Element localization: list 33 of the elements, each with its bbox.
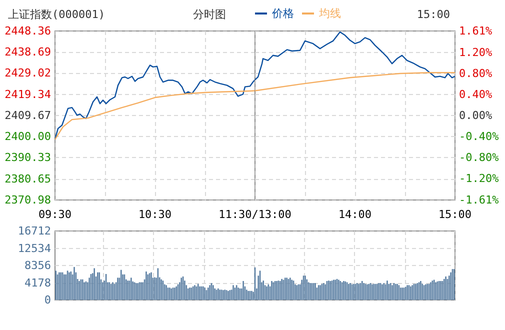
- y-tick-label: 2438.69: [4, 46, 51, 59]
- text: -0.80%: [459, 150, 499, 164]
- y-tick-label: 4178: [24, 276, 51, 290]
- y-tick-label: 8356: [24, 259, 51, 272]
- text: -0.40%: [459, 130, 499, 143]
- text: 0.00%: [459, 109, 492, 122]
- x-tick-label: 14:00: [338, 208, 372, 221]
- text: -1.61%: [459, 194, 499, 206]
- y-tick-label: 2400.00: [4, 130, 51, 144]
- text: 0.40%: [459, 88, 492, 102]
- y-tick-label: 2380.65: [4, 172, 51, 186]
- x-tick-label: 11:30/13:00: [218, 208, 292, 221]
- text: 15:00: [416, 8, 450, 21]
- chart-subtitle: 分时图: [193, 8, 226, 21]
- text: -1.20%: [459, 172, 499, 185]
- y-tick-label: 2448.36: [4, 24, 51, 38]
- y-tick-label: 2390.33: [4, 151, 51, 164]
- x-tick-label: 09:30: [38, 208, 72, 221]
- legend-label: 价格: [271, 7, 294, 20]
- y-tick-label: 2370.98: [4, 194, 51, 206]
- y-tick-label: 12534: [18, 242, 52, 255]
- text: 1.61%: [459, 24, 492, 38]
- y-tick-label: 0: [44, 294, 51, 306]
- x-tick-label: 10:30: [138, 208, 172, 221]
- y-tick-label: 16712: [18, 224, 51, 238]
- y-tick-label: 2429.02: [4, 66, 51, 80]
- x-tick-label: 15:00: [438, 208, 472, 221]
- legend-label: 均线: [318, 7, 341, 20]
- text: 0.80%: [459, 67, 492, 80]
- y-tick-label: 2409.67: [4, 109, 51, 122]
- chart-title: 上证指数(000001): [8, 8, 105, 21]
- y-tick-label: 2419.34: [4, 88, 52, 101]
- text: 1.20%: [459, 46, 492, 60]
